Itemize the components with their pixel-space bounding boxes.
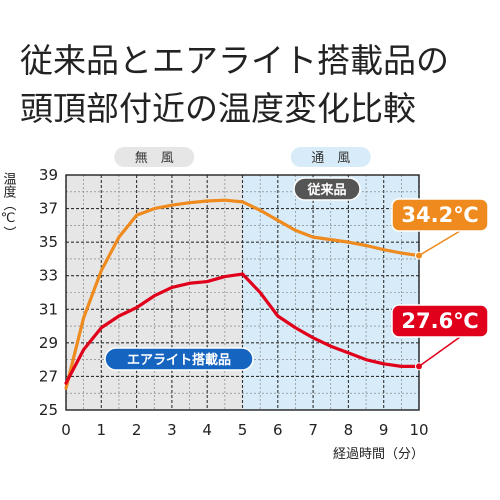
series-label-pill-0 (293, 177, 361, 201)
x-tick-label: 1 (97, 421, 107, 439)
x-tick-label: 3 (167, 421, 177, 439)
plot-frame (65, 174, 420, 411)
zone-label-pill-1 (290, 147, 371, 167)
x-tick-label: 5 (238, 421, 248, 439)
series-line-0 (64, 198, 421, 390)
zone-label-1: 通 風 (311, 151, 350, 166)
y-tick-label: 25 (39, 401, 58, 419)
chart-title-line-1: 従来品とエアライト搭載品の (20, 41, 449, 80)
x-tick-label: 2 (132, 421, 142, 439)
end-value-box-0 (391, 198, 489, 232)
end-value-label-0: 34.2℃ (401, 203, 478, 227)
series-line-1 (64, 272, 421, 385)
x-tick-label: 6 (273, 421, 283, 439)
y-tick-label: 39 (39, 166, 58, 184)
end-value-box-1 (391, 304, 489, 338)
zone-label-pill-0 (114, 147, 195, 167)
end-value-leader-1 (418, 336, 461, 367)
x-tick-label: 4 (202, 421, 212, 439)
series-name-label-1: エアライト搭載品 (127, 352, 231, 368)
chart-title-line-2: 頭頂部付近の温度変化比較 (20, 89, 416, 128)
x-tick-label: 10 (409, 421, 428, 439)
x-tick-label: 0 (61, 421, 71, 439)
y-axis-label: 温度（℃） (1, 172, 17, 239)
y-tick-label: 31 (39, 300, 58, 318)
series-name-label-0: 従来品 (306, 182, 346, 198)
series-label-pill-1 (104, 347, 254, 371)
x-tick-label: 7 (308, 421, 318, 439)
x-tick-label: 9 (379, 421, 389, 439)
y-tick-label: 33 (39, 267, 58, 285)
y-tick-label: 35 (39, 233, 58, 251)
x-tick-label: 8 (344, 421, 354, 439)
end-value-leader-0 (418, 230, 461, 257)
end-value-label-1: 27.6℃ (401, 309, 478, 333)
x-axis-label: 経過時間（分） (333, 447, 424, 462)
y-tick-label: 37 (39, 200, 58, 218)
y-tick-label: 27 (39, 367, 58, 385)
y-tick-label: 29 (39, 334, 58, 352)
zone-label-0: 無 風 (135, 151, 174, 166)
